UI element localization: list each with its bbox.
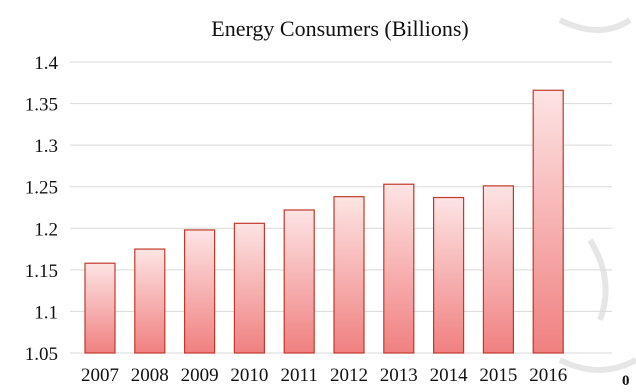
x-tick-label: 2007 [81, 365, 119, 386]
y-tick-label: 1.05 [25, 344, 58, 365]
y-axis: 1.05 1.1 1.15 1.2 1.25 1.3 1.35 1.4 [25, 53, 59, 365]
x-tick-label: 2013 [380, 365, 418, 386]
bar-2008 [134, 248, 166, 354]
x-tick-label: 2010 [230, 365, 268, 386]
x-tick-label: 2015 [479, 365, 517, 386]
bar-2012 [333, 196, 365, 354]
bars [84, 89, 564, 354]
bar-2009 [184, 229, 216, 354]
y-tick-label: 1.1 [34, 302, 58, 323]
y-tick-label: 1.35 [25, 95, 58, 116]
y-tick-label: 1.15 [25, 261, 58, 282]
x-tick-label: 2009 [181, 365, 219, 386]
x-tick-label: 2016 [529, 365, 567, 386]
corner-label: 0 [622, 373, 630, 389]
bar-2007 [84, 262, 116, 354]
y-tick-label: 1.4 [34, 53, 58, 74]
x-tick-label: 2012 [330, 365, 368, 386]
bar-2010 [233, 222, 265, 354]
y-tick-label: 1.3 [34, 136, 58, 157]
bar-2011 [283, 209, 315, 354]
x-tick-label: 2008 [131, 365, 169, 386]
bar-2013 [383, 183, 415, 354]
x-axis: 2007 2008 2009 2010 2011 2012 2013 2014 2015 2016 [81, 365, 567, 386]
bar-2016 [532, 89, 564, 354]
bar-2015 [482, 185, 514, 354]
x-tick-label: 2014 [430, 365, 469, 386]
x-tick-label: 2011 [281, 365, 318, 386]
y-tick-label: 1.25 [25, 178, 58, 199]
chart-title: Energy Consumers (Billions) [211, 16, 468, 41]
y-tick-label: 1.2 [34, 219, 58, 240]
bar-2014 [433, 196, 465, 354]
